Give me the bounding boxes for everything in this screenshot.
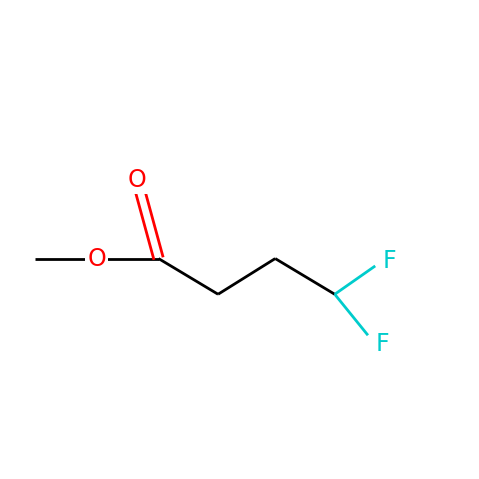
- Text: F: F: [375, 332, 389, 356]
- Text: O: O: [87, 247, 106, 271]
- Text: O: O: [128, 168, 147, 192]
- Text: F: F: [382, 249, 396, 273]
